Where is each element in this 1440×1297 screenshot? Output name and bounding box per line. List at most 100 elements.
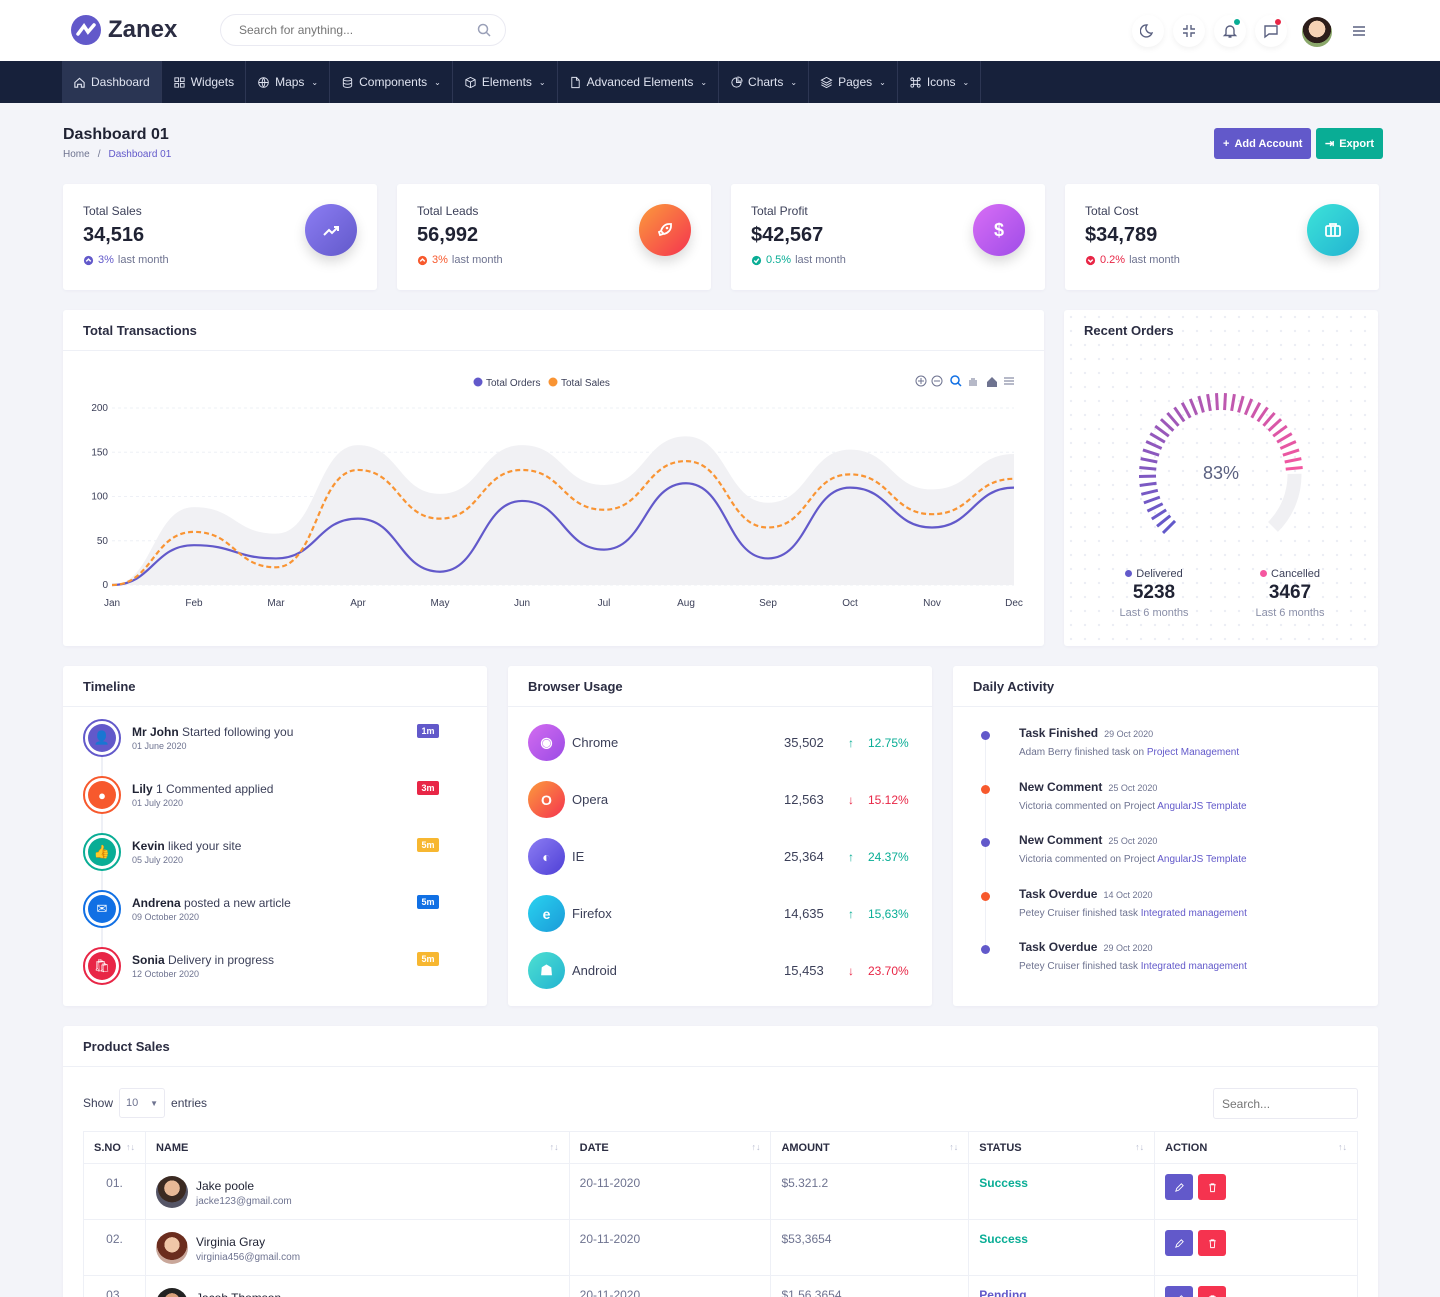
arrow-up-icon: ↑ (848, 736, 854, 750)
nav-item-icons[interactable]: Icons ⌄ (898, 61, 982, 103)
search-icon[interactable] (477, 23, 491, 37)
fullscreen-button[interactable] (1173, 15, 1205, 47)
grid-icon (174, 76, 185, 88)
row-name-cell: Jake poole jacke123@gmail.com (144, 1163, 570, 1220)
radial-bar-segment (1159, 418, 1175, 432)
column-header-name[interactable]: NAME ↑↓ (144, 1131, 570, 1164)
sort-icon[interactable]: ↑↓ (1135, 1141, 1145, 1152)
radial-bar-segment (1256, 406, 1269, 423)
zoom-in-icon[interactable] (915, 375, 927, 387)
sort-icon[interactable]: ↑↓ (1338, 1141, 1347, 1152)
nav-item-dashboard[interactable]: Dashboard (62, 61, 162, 103)
delete-button[interactable] (1198, 1230, 1227, 1256)
nav-item-elements[interactable]: Elements ⌄ (453, 61, 558, 103)
search-box[interactable] (220, 14, 506, 46)
message-dot (1275, 19, 1281, 25)
column-header-amount[interactable]: AMOUNT ↑↓ (770, 1131, 970, 1164)
add-account-button[interactable]: + Add Account (1214, 128, 1312, 159)
x-tick-label: Feb (185, 598, 203, 609)
daily-activity-title: Daily Activity (953, 666, 1378, 707)
breadcrumb-home[interactable]: Home (63, 149, 90, 160)
column-header-action[interactable]: ACTION ↑↓ (1154, 1131, 1358, 1164)
delivered-stat: Delivered 5238 Last 6 months (1104, 568, 1204, 619)
activity-text: Victoria commented on Project (1019, 800, 1158, 812)
activity-text: Petey Cruiser finished task (1019, 907, 1141, 919)
status-badge: Success (968, 1163, 1156, 1220)
activity-title: New Comment 25 Oct 2020 (1019, 833, 1157, 847)
delete-button[interactable] (1198, 1174, 1227, 1200)
radial-bar-segment (1285, 466, 1303, 471)
edit-button[interactable] (1165, 1286, 1194, 1297)
sort-icon[interactable]: ↑↓ (751, 1141, 761, 1152)
nav-item-pages[interactable]: Pages ⌄ (809, 61, 898, 103)
pan-icon[interactable] (969, 378, 977, 386)
notifications-button[interactable] (1214, 15, 1246, 47)
search-icon[interactable] (950, 375, 962, 387)
export-button[interactable]: ⇥ Export (1316, 128, 1384, 159)
radial-bar-segment (1156, 514, 1172, 528)
timeline-text: Kevin liked your site (132, 839, 241, 853)
activity-text: Petey Cruiser finished task (1019, 961, 1141, 972)
rocket-icon (657, 223, 672, 237)
activity-link[interactable]: Project Management (1146, 747, 1240, 758)
browser-change: ↑ 24.37% (848, 850, 909, 864)
user-avatar[interactable] (1302, 17, 1332, 47)
activity-text: Victoria commented on Project (1019, 854, 1158, 865)
zoom-out-icon[interactable] (931, 375, 943, 387)
column-header-label: STATUS (979, 1141, 1022, 1154)
menu-icon[interactable] (1004, 377, 1014, 385)
radial-bar-segment (1243, 398, 1254, 416)
android-icon: ☗ (528, 952, 565, 989)
opera-icon: O (528, 781, 565, 818)
thumbs-up-icon: 👍 (88, 838, 116, 866)
radial-bar-segment (1150, 508, 1167, 521)
home-icon[interactable] (987, 377, 997, 387)
timeline-badge: 1m (417, 724, 439, 738)
status-badge: Pending (968, 1275, 1156, 1297)
column-header-status[interactable]: STATUS ↑↓ (968, 1131, 1156, 1164)
sort-icon[interactable]: ↑↓ (549, 1141, 559, 1152)
table-search-input[interactable] (1213, 1088, 1358, 1119)
browser-count: 12,563 (784, 792, 824, 807)
x-tick-label: Nov (923, 598, 941, 609)
column-header-sno[interactable]: S.NO ↑↓ (83, 1131, 146, 1164)
edit-button[interactable] (1165, 1174, 1194, 1200)
activity-link[interactable]: Integrated management (1140, 907, 1247, 919)
command-icon (910, 76, 921, 88)
nav-item-widgets[interactable]: Widgets (162, 61, 247, 103)
nav-item-charts[interactable]: Charts ⌄ (719, 61, 810, 103)
delete-button[interactable] (1198, 1286, 1227, 1297)
radial-track (1267, 473, 1302, 532)
radial-bar-segment (1206, 393, 1212, 412)
edit-button[interactable] (1165, 1230, 1194, 1256)
trash-icon (1208, 1182, 1216, 1192)
activity-link[interactable]: AngularJS Template (1157, 854, 1247, 865)
activity-link[interactable]: Integrated management (1140, 961, 1247, 972)
radial-bar-segment (1237, 395, 1245, 413)
column-header-label: NAME (155, 1141, 189, 1154)
customer-name: Jake poole (195, 1179, 255, 1193)
pencil-icon (1174, 1182, 1184, 1192)
sort-icon[interactable]: ↑↓ (125, 1141, 135, 1152)
sort-icon[interactable]: ↑↓ (949, 1141, 959, 1152)
entries-label: entries (171, 1096, 208, 1110)
dark-mode-button[interactable] (1132, 15, 1164, 47)
radial-bar-segment (1173, 406, 1186, 423)
messages-button[interactable] (1255, 15, 1287, 47)
activity-link[interactable]: AngularJS Template (1157, 800, 1247, 812)
search-input[interactable] (239, 23, 459, 37)
radial-bar-segment (1262, 411, 1276, 427)
activity-title-text: Task Overdue (1019, 940, 1098, 954)
menu-button[interactable] (1343, 15, 1375, 47)
stat-change-value: 3% (98, 254, 114, 266)
timeline-badge: 5m (417, 895, 439, 909)
stat-value: $34,789 (1085, 224, 1158, 246)
timeline-name: Kevin (132, 839, 165, 853)
nav-item-maps[interactable]: Maps ⌄ (246, 61, 331, 103)
column-header-date[interactable]: DATE ↑↓ (568, 1131, 772, 1164)
logo[interactable]: Zanex (70, 14, 177, 46)
nav-item-advanced-elements[interactable]: Advanced Elements ⌄ (558, 61, 720, 103)
stat-label: Total Cost (1085, 204, 1139, 218)
nav-item-components[interactable]: Components ⌄ (330, 61, 453, 103)
page-size-select[interactable]: 10 ▼ (119, 1088, 166, 1118)
